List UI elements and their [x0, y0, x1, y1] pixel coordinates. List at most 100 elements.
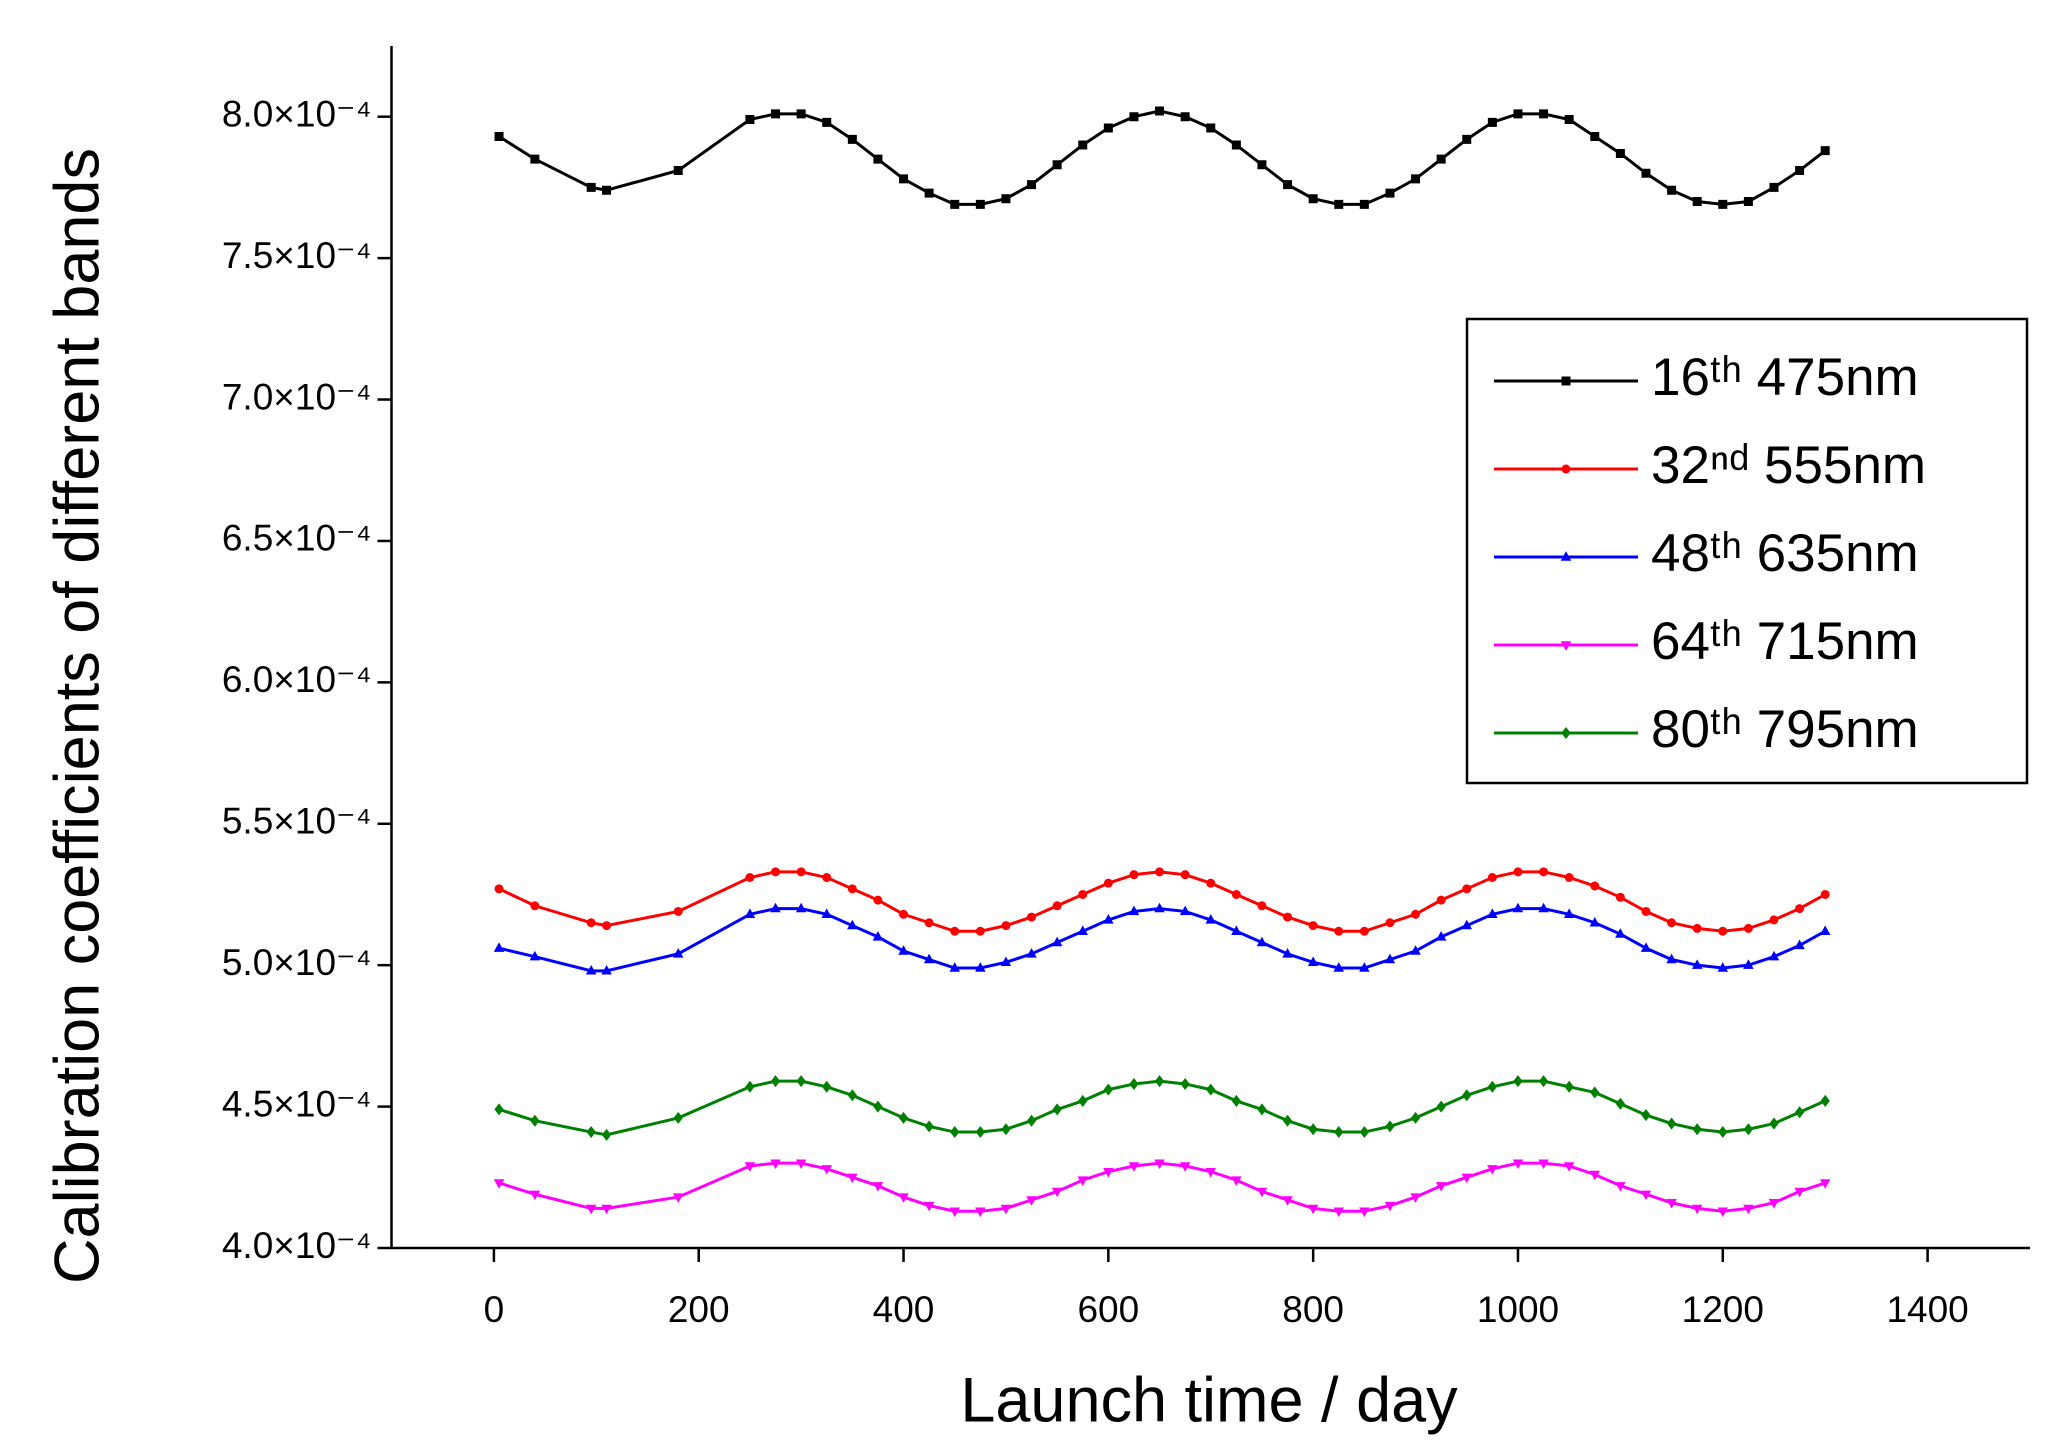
- data-point: [1615, 928, 1626, 938]
- data-point: [847, 919, 858, 930]
- data-point: [1026, 948, 1037, 958]
- data-point: [1128, 905, 1140, 916]
- data-point: [1436, 895, 1446, 905]
- data-line: [498, 109, 1827, 206]
- data-point: [847, 134, 857, 144]
- legend-marker: [1560, 641, 1572, 651]
- data-point: [530, 1114, 540, 1127]
- data-point: [1820, 889, 1830, 899]
- data-point: [1717, 962, 1729, 972]
- data-point: [1026, 1196, 1037, 1206]
- data-point: [796, 109, 806, 119]
- data-point: [494, 132, 504, 142]
- data-point: [1052, 1103, 1062, 1116]
- data-point: [1435, 1182, 1447, 1192]
- x-tick-label: 1000: [1477, 1289, 1559, 1330]
- data-point: [1590, 881, 1600, 891]
- data-point: [1027, 912, 1037, 922]
- data-point: [1180, 112, 1190, 122]
- data-point: [673, 1111, 683, 1124]
- data-point: [899, 174, 909, 184]
- data-point: [672, 1193, 684, 1203]
- data-point: [1334, 1126, 1344, 1139]
- data-line: [498, 1079, 1826, 1137]
- data-point: [1155, 106, 1165, 116]
- data-point: [1359, 926, 1369, 936]
- data-point: [1384, 953, 1396, 964]
- x-tick-label: 1400: [1886, 1289, 1968, 1330]
- data-point: [822, 1080, 832, 1093]
- data-point: [1538, 1159, 1549, 1169]
- data-point: [1487, 908, 1498, 918]
- data-point: [1615, 1097, 1626, 1110]
- data-point: [872, 931, 884, 941]
- data-point: [950, 199, 960, 209]
- x-tick-label: 800: [1282, 1289, 1344, 1330]
- x-axis-title: Launch time / day: [960, 1366, 1458, 1436]
- data-point: [530, 154, 540, 164]
- data-point: [1001, 194, 1011, 204]
- data-line: [498, 870, 1826, 933]
- series: [493, 1159, 1831, 1218]
- data-point: [1589, 1170, 1601, 1181]
- legend-label: 64ᵗʰ 715nm: [1651, 612, 1919, 671]
- data-point: [1743, 1204, 1754, 1215]
- data-point: [1692, 197, 1702, 207]
- data-point: [975, 199, 985, 209]
- data-point: [1538, 902, 1549, 913]
- data-point: [1666, 953, 1677, 964]
- data-point: [1385, 188, 1395, 198]
- data-point: [1794, 1106, 1805, 1119]
- data-point: [1129, 870, 1139, 880]
- data-point: [1512, 1159, 1524, 1169]
- y-tick-label: 4.0×10⁻⁴: [222, 1225, 372, 1266]
- data-point: [1667, 185, 1677, 195]
- data-point: [770, 902, 781, 913]
- data-point: [1077, 1176, 1088, 1186]
- data-point: [585, 1204, 597, 1215]
- data-point: [1819, 1179, 1831, 1189]
- data-point: [1282, 1196, 1293, 1206]
- data-point: [1308, 1123, 1318, 1136]
- data-point: [1180, 1077, 1190, 1090]
- data-point: [1410, 1111, 1421, 1124]
- data-point: [873, 895, 883, 905]
- data-point: [873, 1100, 883, 1113]
- data-point: [847, 1089, 857, 1102]
- data-point: [1385, 1120, 1395, 1133]
- data-point: [1103, 878, 1113, 888]
- data-point: [898, 945, 909, 955]
- data-point: [744, 1162, 756, 1172]
- data-point: [1590, 132, 1600, 142]
- data-point: [1487, 1165, 1498, 1175]
- data-point: [1052, 901, 1062, 911]
- data-point: [1103, 1083, 1113, 1096]
- data-point: [1640, 1190, 1652, 1201]
- data-point: [1795, 165, 1805, 175]
- data-point: [1180, 870, 1190, 880]
- data-line: [498, 1161, 1826, 1213]
- data-point: [529, 950, 541, 961]
- data-point: [1333, 1207, 1345, 1218]
- x-tick-label: 400: [873, 1289, 935, 1330]
- data-point: [1718, 926, 1728, 936]
- data-point: [795, 1159, 807, 1169]
- data-point: [1308, 194, 1318, 204]
- data-point: [950, 1126, 960, 1139]
- data-point: [1078, 889, 1088, 899]
- data-point: [585, 964, 597, 975]
- data-point: [1768, 1199, 1780, 1209]
- data-point: [898, 1193, 909, 1203]
- data-point: [1359, 199, 1369, 209]
- data-point: [1718, 199, 1728, 209]
- data-point: [1129, 1077, 1139, 1090]
- data-point: [1743, 923, 1753, 933]
- data-point: [1103, 123, 1113, 133]
- data-point: [1206, 878, 1216, 888]
- data-point: [601, 1128, 612, 1141]
- data-point: [975, 1126, 985, 1139]
- data-point: [1154, 1075, 1165, 1088]
- data-point: [586, 1126, 596, 1139]
